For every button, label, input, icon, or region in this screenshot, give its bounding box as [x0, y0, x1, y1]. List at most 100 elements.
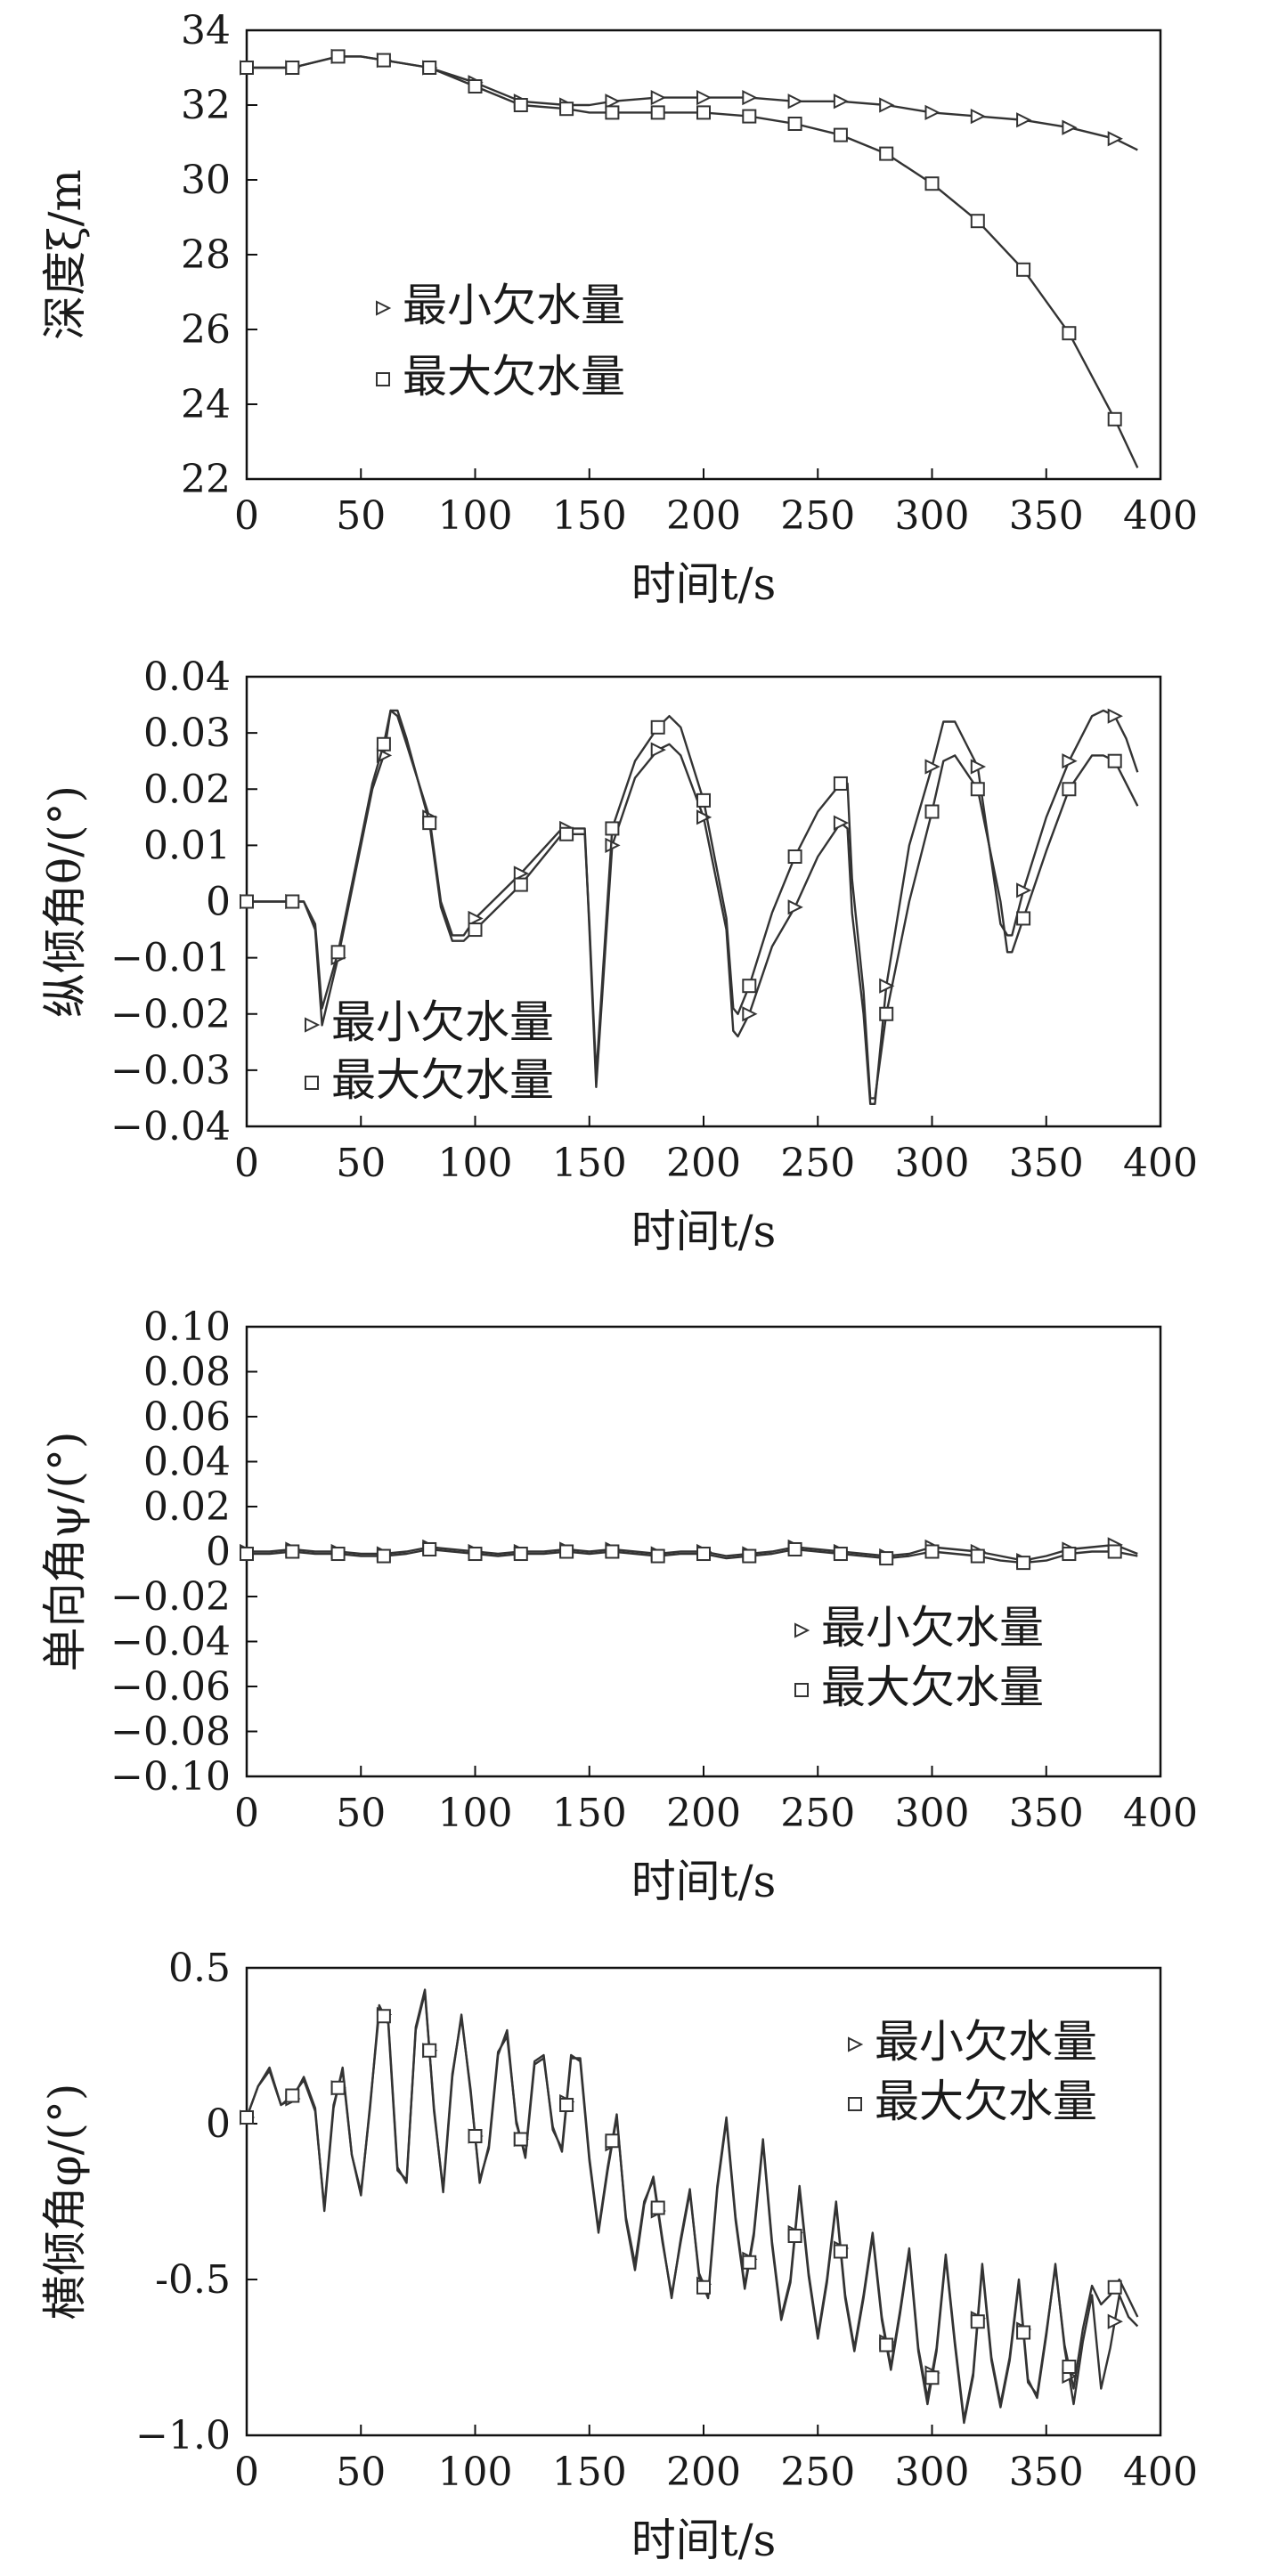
data-point	[422, 1541, 437, 1556]
y-tick-label: −1.0	[135, 2413, 231, 2458]
data-point	[468, 922, 483, 938]
data-point	[1016, 112, 1032, 128]
y-tick-label: 0	[206, 880, 231, 925]
data-point	[924, 176, 940, 191]
data-point	[330, 49, 346, 64]
y-tick-label: −0.08	[110, 1710, 231, 1755]
y-tick-label: −0.06	[110, 1664, 231, 1710]
x-tick-label: 350	[1009, 2450, 1084, 2495]
data-point	[285, 2088, 300, 2103]
data-point	[513, 865, 530, 882]
data-point	[605, 93, 621, 110]
data-point	[376, 736, 391, 752]
data-point	[970, 214, 985, 229]
data-point	[970, 108, 987, 125]
data-point	[559, 102, 574, 117]
x-axis-label: 时间t/s	[631, 558, 777, 610]
data-point	[1062, 119, 1078, 135]
data-point	[650, 89, 666, 106]
legend-label-1: 最小欠水量	[331, 996, 554, 1048]
data-point	[696, 105, 711, 120]
data-point	[1016, 1556, 1031, 1571]
series-line-2	[247, 709, 1139, 1100]
data-point	[879, 2337, 894, 2353]
y-axis-label: 深度ξ/m	[39, 169, 91, 340]
y-tick-label: 32	[181, 83, 231, 128]
x-tick-label: 200	[666, 2450, 741, 2495]
data-point	[1016, 262, 1031, 277]
data-point	[742, 2255, 757, 2270]
data-point	[1062, 782, 1077, 797]
legend-marker-1	[848, 2036, 864, 2052]
x-axis-label: 时间t/s	[631, 1206, 777, 1257]
data-point	[240, 1547, 254, 1562]
y-axis-label: 横倾角φ/(°)	[39, 2084, 91, 2320]
data-point	[330, 2080, 346, 2095]
data-point	[924, 104, 940, 121]
x-tick-label: 350	[1009, 1141, 1084, 1186]
data-point	[879, 978, 895, 994]
x-tick-label: 400	[1123, 493, 1198, 539]
data-point	[376, 2009, 391, 2024]
data-point	[879, 97, 895, 113]
data-point	[1062, 326, 1077, 341]
data-point	[924, 804, 940, 819]
data-point	[787, 849, 802, 864]
x-tick-label: 300	[895, 493, 970, 539]
data-point	[559, 1544, 574, 1559]
data-point	[1107, 753, 1122, 768]
chart-panel-3: 0 50 100 150 200 250 300 350 400 0.100.080.060.04…	[39, 1304, 1198, 1907]
data-point	[1107, 2313, 1123, 2329]
data-point	[1016, 911, 1031, 926]
y-tick-label: 0.04	[143, 1440, 231, 1485]
data-point	[833, 1547, 848, 1562]
x-tick-label: 200	[666, 1791, 741, 1836]
data-point	[924, 1544, 940, 1559]
data-point	[1062, 2360, 1077, 2374]
data-point	[650, 2200, 665, 2215]
legend-label-2: 最大欠水量	[821, 1662, 1044, 1713]
data-point	[742, 109, 757, 124]
legend-label-2: 最大欠水量	[331, 1054, 554, 1106]
data-point	[742, 1006, 758, 1022]
x-tick-label: 0	[234, 2450, 259, 2495]
x-tick-label: 300	[895, 1791, 970, 1836]
y-tick-label: −0.04	[110, 1620, 231, 1665]
legend-label-2: 最大欠水量	[875, 2076, 1097, 2127]
y-axis-label: 单向角ψ/(°)	[39, 1431, 91, 1671]
legend-label-1: 最小欠水量	[403, 280, 625, 331]
data-point	[468, 1547, 483, 1562]
series-line-1	[247, 55, 1138, 151]
data-point	[240, 61, 254, 75]
data-point	[787, 2229, 802, 2243]
y-tick-label: 0.5	[168, 1946, 231, 1991]
data-point	[1107, 708, 1123, 724]
x-tick-label: 200	[666, 1141, 741, 1186]
y-tick-label: 30	[181, 158, 231, 203]
legend-label-2: 最大欠水量	[403, 351, 625, 402]
data-point	[285, 61, 300, 75]
x-axis-label: 时间t/s	[631, 1856, 777, 1907]
data-point	[285, 1544, 300, 1559]
data-point	[879, 146, 894, 161]
x-axis-label: 时间t/s	[631, 2515, 777, 2566]
y-tick-label: 24	[181, 382, 231, 427]
data-point	[924, 759, 940, 775]
data-point	[513, 98, 528, 112]
y-tick-label: 34	[181, 8, 231, 53]
x-tick-label: 400	[1123, 1141, 1198, 1186]
data-point	[1016, 882, 1032, 898]
data-point	[833, 2244, 848, 2259]
data-point	[742, 89, 758, 106]
data-point	[833, 127, 848, 142]
y-tick-label: 0.10	[143, 1304, 231, 1350]
data-point	[787, 899, 803, 915]
data-point	[650, 105, 665, 120]
y-tick-label: −0.01	[110, 936, 231, 981]
data-point	[513, 2132, 528, 2147]
x-tick-label: 100	[438, 2450, 513, 2495]
x-tick-label: 50	[336, 493, 386, 539]
legend-label-1: 最小欠水量	[821, 1602, 1044, 1654]
x-tick-label: 50	[336, 2450, 386, 2495]
series-line-2	[247, 1548, 1138, 1564]
